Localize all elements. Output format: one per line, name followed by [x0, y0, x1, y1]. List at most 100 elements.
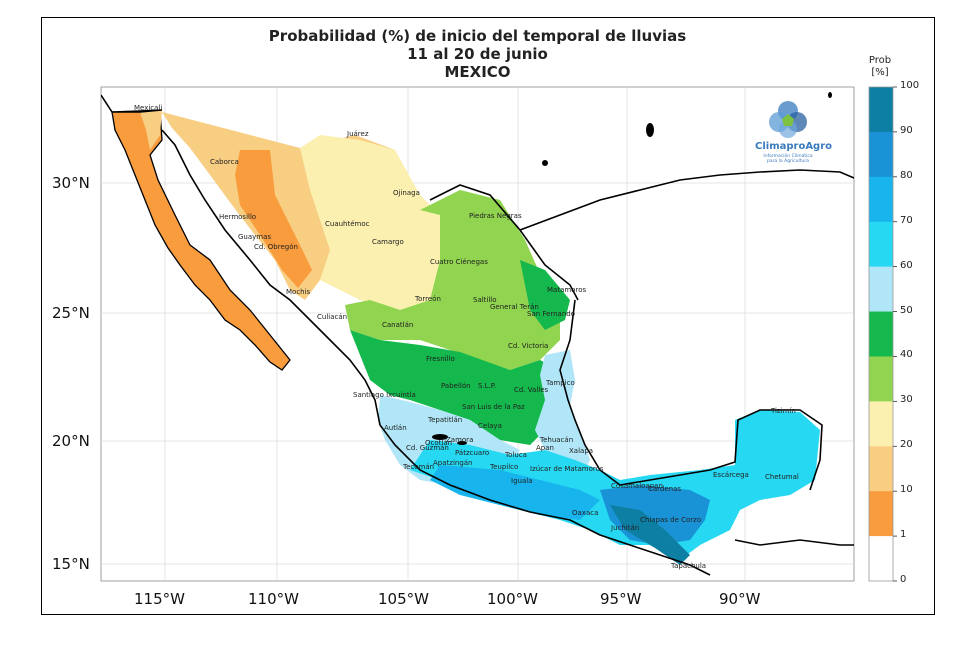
city-label: San Fernando: [527, 310, 575, 318]
sonora-orange-zone: [235, 150, 312, 288]
city-label: Celaya: [478, 422, 502, 430]
colorbar-title-line2: [%]: [871, 67, 889, 78]
lat-label: 15°N: [52, 555, 90, 573]
city-label: Zamora: [446, 436, 473, 444]
coastlines: [101, 94, 854, 576]
city-label: Escárcega: [713, 471, 749, 479]
city-label: Iguala: [511, 477, 532, 485]
lat-label: 25°N: [52, 304, 90, 322]
city-label: Mochis: [286, 288, 311, 296]
colorbar-tick-label: 50: [900, 304, 913, 316]
colorbar-tick-label: 80: [900, 169, 913, 181]
colorbar-tick-label: 60: [900, 259, 913, 271]
colorbar-segment: [869, 87, 893, 133]
baja-north-zone: [140, 110, 162, 150]
chihuahua-zone: [300, 135, 440, 310]
city-label: Oaxaca: [572, 509, 598, 517]
city-label: Toluca: [504, 451, 527, 459]
colorbar-tick-label: 30: [900, 394, 913, 406]
colorbar-tick-label: 40: [900, 349, 913, 361]
colorbar-segment: [869, 176, 893, 223]
colorbar-segment: [869, 311, 893, 357]
city-label: Cosamaloapan: [611, 482, 663, 490]
city-label: Torreón: [414, 295, 441, 303]
city-label: Ocotlán: [425, 439, 452, 447]
colorbar-tick-label: 20: [900, 439, 913, 451]
logo-name: ClimaproAgro: [755, 141, 833, 152]
colorbar-segment: [869, 401, 893, 447]
colorbar-tick-label: 100: [900, 80, 920, 91]
city-label: Cd. Obregón: [254, 243, 298, 251]
city-label: Cárdenas: [648, 485, 681, 493]
baja-california: [111, 109, 291, 371]
map-title: Probabilidad (%) de inicio del temporal …: [268, 27, 687, 45]
city-label: Guaymas: [238, 233, 271, 241]
city-label: Tizimín: [770, 407, 796, 415]
city-label: Apatzingán: [433, 459, 473, 467]
colorbar-tick-label: 0: [900, 574, 907, 585]
city-label: Pabellón: [441, 382, 471, 390]
colorbar-segment: [869, 131, 893, 178]
lakes: [432, 92, 832, 445]
city-label: Tepatitlán: [427, 416, 462, 424]
lon-label: 100°W: [487, 590, 538, 608]
map-region: MEXICO: [444, 63, 511, 81]
city-label: Cuauhtémoc: [325, 220, 370, 228]
city-label: Autlán: [384, 424, 407, 432]
city-label: Mexicali: [134, 104, 162, 112]
city-label: S.L.P.: [478, 382, 496, 390]
lon-label: 105°W: [378, 590, 429, 608]
city-label: Caborca: [210, 158, 239, 166]
lon-label: 95°W: [600, 590, 642, 608]
city-label: Xalapa: [569, 447, 593, 455]
city-label: Santiago Ixcuintla: [353, 391, 416, 399]
climaproagro-logo-icon: [769, 101, 807, 138]
lat-label: 30°N: [52, 174, 90, 192]
city-label: Hermosillo: [219, 213, 256, 221]
city-label: Fresnillo: [426, 355, 455, 363]
city-label: Tecomán: [402, 463, 434, 471]
city-label: Juárez: [346, 130, 369, 138]
northeast-zone: [345, 190, 560, 370]
city-label: Piedras Negras: [469, 212, 522, 220]
city-label: Cd. Guzmán: [406, 444, 449, 452]
city-label: Cuatro Ciénegas: [430, 258, 488, 266]
city-label: Tapachula: [670, 562, 706, 570]
city-label: San Luis de la Paz: [462, 403, 525, 411]
colorbar-tick-label: 90: [900, 124, 913, 136]
colorbar-segment: [869, 266, 893, 313]
probability-fields: [111, 109, 820, 565]
guerrero-oaxaca-blue: [430, 465, 600, 520]
colorbar-tick-label: 1: [900, 529, 907, 541]
logo-subtitle: Información Climática para la Agricultur…: [763, 154, 813, 164]
gulf-coast-blue: [535, 350, 590, 480]
city-labels: Mexicali Juárez Caborca Ojinaga Hermosil…: [134, 104, 799, 570]
city-label: Izúcar de Matamoros: [530, 465, 604, 473]
colorbar-title-line1: Prob: [868, 55, 892, 66]
city-label: Matamoros: [547, 286, 586, 294]
city-label: Teupilco: [489, 463, 518, 471]
city-label: Cd. Valles: [514, 386, 549, 394]
city-label: Saltillo: [473, 296, 497, 304]
lon-label: 115°W: [134, 590, 185, 608]
colorbar-segment: [869, 536, 893, 582]
city-label: Ojinaga: [393, 189, 420, 197]
colorbar-title: Prob [%]: [862, 55, 898, 79]
city-label: Chiapas de Corzo: [640, 516, 701, 524]
city-label: Chetumal: [765, 473, 799, 481]
colorbar-tick-label: 70: [900, 214, 913, 226]
map-date-range: 11 al 20 de junio: [407, 45, 548, 63]
lat-label: 20°N: [52, 432, 90, 450]
city-label: Apan: [536, 444, 554, 452]
colorbar-segment: [869, 221, 893, 268]
colorbar: [868, 86, 897, 582]
colorbar-segment: [869, 446, 893, 492]
central-green-zone: [350, 330, 560, 445]
southern-cyan-zone: [410, 410, 820, 560]
city-label: Pátzcuaro: [455, 449, 489, 457]
city-label: Canatlán: [382, 321, 413, 329]
city-label: Juchitán: [610, 524, 639, 532]
chiapas-dark-blue: [610, 505, 690, 565]
colorbar-segment: [869, 491, 893, 537]
